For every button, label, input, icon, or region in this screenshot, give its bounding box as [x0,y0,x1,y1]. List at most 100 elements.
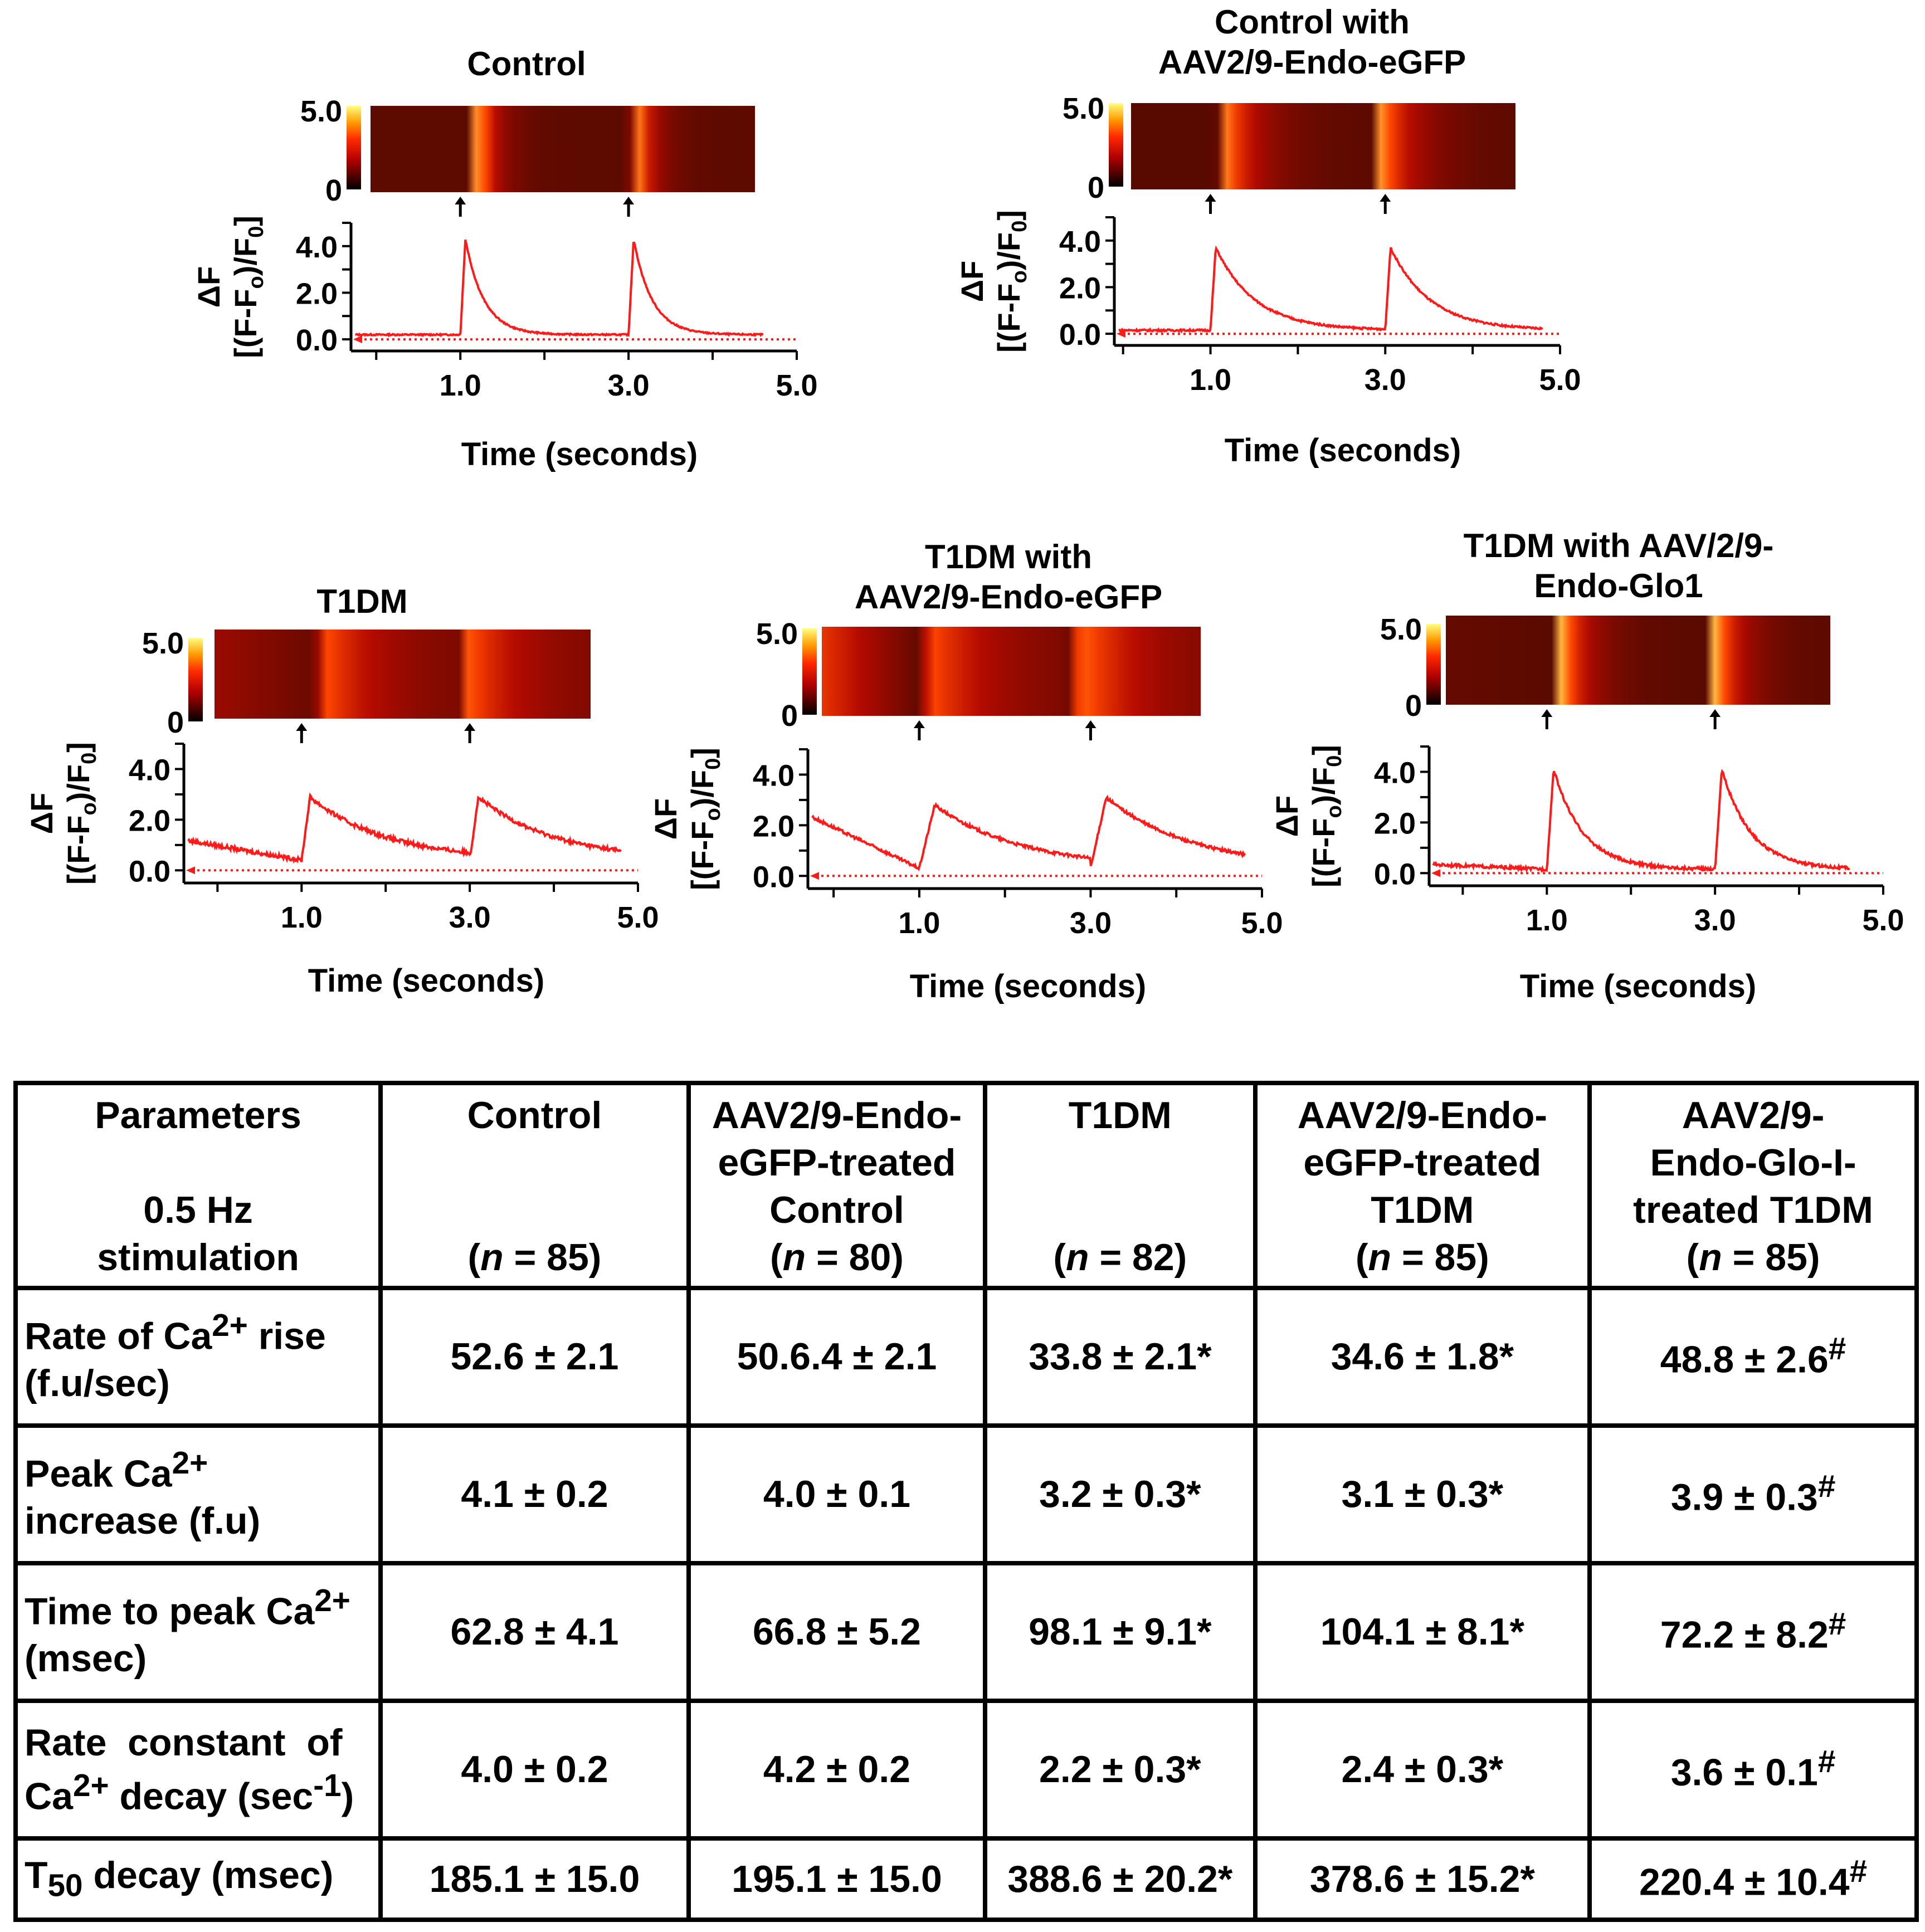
line-scan-heatmap [1131,103,1515,189]
table-cell: 3.6 ± 0.1# [1587,1699,1919,1841]
line-scan-heatmap [822,627,1201,716]
table-cell: 185.1 ± 15.0 [378,1836,691,1922]
y-axis-label-bottom: [(F-Fo)/F0] [685,748,725,890]
line-scan-heatmap [1446,616,1830,705]
y-axis-label-part: ] [1306,745,1341,755]
calcium-trace-line [355,239,764,338]
line-scan-heatmap [371,106,755,192]
y-axis-label-part: 0 [1008,221,1031,232]
y-tick-label: 2.0 [296,277,338,310]
x-tick-label: 1.0 [898,906,940,940]
table-cell: 195.1 ± 15.0 [686,1836,988,1922]
y-axis-label-bottom: [(F-Fo)/F0] [1306,745,1346,887]
table-row: Rate of Ca2+ rise (f.u/sec) 52.6 ± 2.1 50… [13,1285,1919,1428]
colorbar-tick-label: 0 [781,699,798,733]
y-axis-label-part: ] [685,748,720,758]
x-tick-label: 3.0 [1364,363,1406,397]
n-count: (n = 85) [467,1236,602,1279]
y-axis-label-part: o [1008,270,1031,283]
y-axis-label-part: [(F-F [228,289,263,358]
y-axis-label-part: )/F [228,238,263,276]
table-row: Rate constant of Ca2+ decay (sec-1) 4.0 ±… [13,1699,1919,1841]
calcium-panel-1: Control 5.0 0 0.0 2.0 4.0 1.0 3.0 5.0 Time (secon… [191,45,818,472]
y-axis-label-part: 0 [245,226,268,238]
x-axis-label: Time (seconds) [910,968,1146,1004]
y-tick-label: 0.0 [129,855,170,888]
stimulus-arrowhead [1541,709,1553,717]
colorbar-tick-label: 5.0 [300,95,342,128]
calcium-trace-line [187,792,622,864]
x-tick-label: 1.0 [1526,904,1568,937]
y-axis-label-part: [(F-F [61,816,96,885]
colorbar [1109,103,1123,187]
colorbar [1426,624,1441,705]
colorbar-tick-label: 0 [1088,171,1104,204]
x-tick-label: 5.0 [1539,363,1581,397]
row-label-peak: Peak Ca2+ increase (f.u) [13,1423,383,1566]
y-axis-label-part: o [701,808,725,821]
parameters-table: Parameters 0.5 Hz stimulation Control (n… [13,1081,1919,1922]
colorbar [802,628,817,715]
colorbar-tick-label: 0 [325,174,342,207]
stimulus-arrowhead [623,197,635,204]
y-axis-label-part: o [1323,805,1346,818]
table-cell: 220.4 ± 10.4# [1587,1836,1919,1922]
n-count: (n = 85) [1355,1236,1489,1279]
y-tick-label: 0.0 [296,324,338,357]
y-axis-label-part: 0 [1323,755,1346,767]
y-axis-label-part: ] [61,742,96,753]
y-tick-label: 4.0 [753,759,795,792]
table-cell: 4.0 ± 0.2 [378,1699,691,1841]
y-axis-label-part: 0 [701,758,725,770]
parameters-table-wrapper: Parameters 0.5 Hz stimulation Control (n… [13,1081,1919,1922]
y-tick-label: 2.0 [1059,271,1101,305]
panel-title: T1DM [316,583,407,620]
colorbar-tick-label: 5.0 [756,617,798,651]
row-label-rate-rise: Rate of Ca2+ rise (f.u/sec) [13,1285,383,1428]
row-label-time-to-peak: Time to peak Ca2+ (msec) [13,1561,383,1704]
table-cell: 3.9 ± 0.3# [1587,1423,1919,1566]
x-axis-label: Time (seconds) [461,436,698,472]
table-cell: 104.1 ± 8.1* [1253,1561,1592,1704]
header-control: Control (n = 85) [378,1081,691,1290]
y-tick-label: 0.0 [1059,318,1101,352]
y-axis-label-top: ΔF [191,266,226,308]
table-cell: 2.2 ± 0.3* [983,1699,1258,1841]
row-label-t50: T50 decay (msec) [13,1836,383,1922]
table-cell: 34.6 ± 1.8* [1253,1285,1592,1428]
colorbar [188,638,203,721]
table-cell: 4.2 ± 0.2 [686,1699,988,1841]
y-tick-label: 4.0 [1374,756,1416,789]
colorbar-tick-label: 5.0 [1063,92,1104,125]
y-tick-label: 2.0 [129,804,170,837]
colorbar-tick-label: 0 [1405,689,1422,723]
table-header-row: Parameters 0.5 Hz stimulation Control (n… [13,1081,1919,1290]
y-axis-label-bottom: [(F-Fo)/F0] [991,210,1031,353]
y-axis-label-bottom: [(F-Fo)/F0] [61,742,101,885]
table-cell: 66.8 ± 5.2 [686,1561,988,1704]
x-tick-label: 5.0 [776,369,817,402]
x-axis-label: Time (seconds) [1520,968,1756,1004]
x-tick-label: 3.0 [608,369,650,402]
n-count: (n = 82) [1053,1236,1187,1279]
x-axis-label: Time (seconds) [1225,432,1461,469]
header-egfp-t1dm: AAV2/9-Endo- eGFP-treated T1DM (n = 85) [1253,1081,1592,1290]
table-cell: 62.8 ± 4.1 [378,1561,691,1704]
baseline-arrowhead [186,866,195,875]
y-axis-label-part: o [245,276,268,289]
y-axis-label-part: )/F [1306,767,1341,805]
calcium-trace-line [1118,245,1543,334]
y-axis-label-part: ] [991,210,1026,221]
colorbar-tick-label: 0 [167,706,184,739]
x-axis-label: Time (seconds) [308,963,544,999]
y-tick-label: 2.0 [1374,807,1416,840]
stimulus-arrowhead [296,723,308,731]
table-row: Peak Ca2+ increase (f.u) 4.1 ± 0.2 4.0 ± … [13,1423,1919,1566]
x-tick-label: 5.0 [1862,904,1904,937]
x-tick-label: 1.0 [281,901,323,934]
table-cell: 72.2 ± 8.2# [1587,1561,1919,1704]
y-tick-label: 0.0 [753,860,795,894]
table-cell: 4.1 ± 0.2 [378,1423,691,1566]
baseline-arrowhead [353,335,362,344]
